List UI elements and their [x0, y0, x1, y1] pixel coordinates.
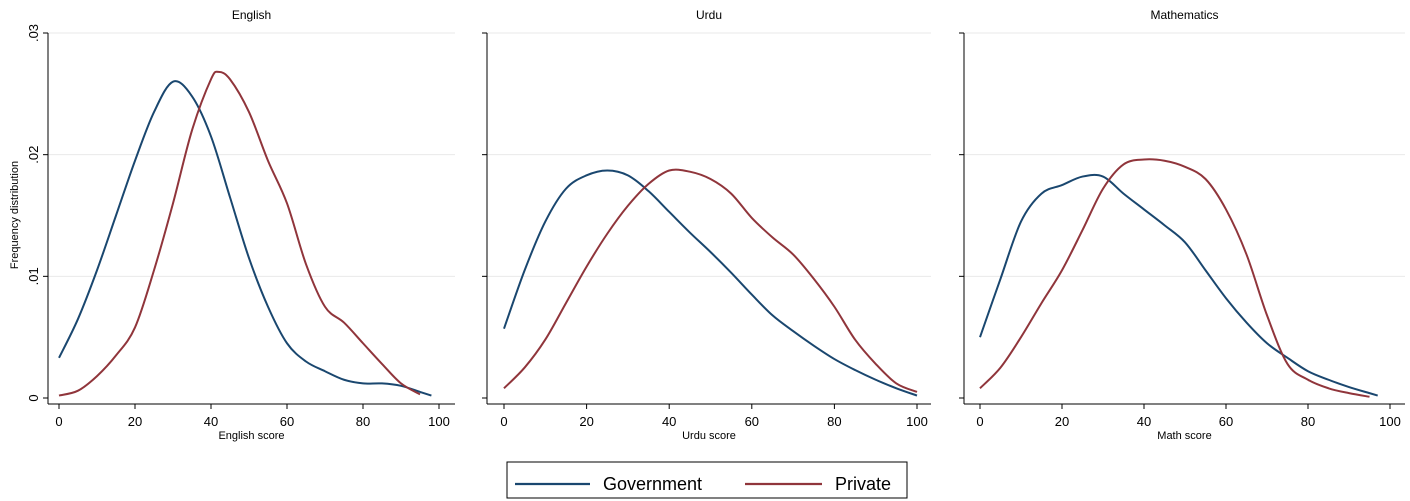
panel-mathematics-xtick-label: 80 [1301, 414, 1315, 429]
panel-english-series-private [58, 70, 421, 397]
panel-urdu-series-private [503, 168, 918, 393]
panel-english-curves [58, 70, 432, 397]
ytick-label: .02 [26, 146, 41, 164]
panel-mathematics-series-government [979, 173, 1378, 397]
panel-mathematics-xtick-label: 40 [1137, 414, 1151, 429]
panel-mathematics-xlabel: Math score [1157, 430, 1211, 442]
legend-label-government: Government [603, 474, 702, 494]
legend: Government Private [506, 461, 908, 499]
panel-mathematics-axes: 0 20 40 60 80 100 [959, 32, 1405, 429]
ytick-label: 0 [26, 394, 41, 401]
panel-mathematics-xtick-label: 60 [1219, 414, 1233, 429]
panel-english-xtick-label: 0 [55, 414, 62, 429]
panel-urdu-xtick-label: 0 [500, 414, 507, 429]
ytick-label: .03 [26, 24, 41, 42]
panel-english-xlabel: English score [218, 430, 284, 442]
y-axis-label: Frequency distribution [9, 161, 21, 269]
panel-urdu-grid [487, 32, 931, 277]
ytick-label: .01 [26, 267, 41, 285]
panel-urdu-xtick-label: 80 [827, 414, 841, 429]
panel-urdu-title: Urdu [696, 8, 722, 22]
panel-urdu-axes: 0 20 40 60 80 100 [482, 32, 931, 429]
panel-mathematics-series-private [979, 158, 1370, 398]
panel-mathematics-xtick-label: 100 [1379, 414, 1401, 429]
panel-english-xtick-label: 80 [356, 414, 370, 429]
panel-urdu-series-government [503, 169, 918, 397]
panel-mathematics-grid [964, 32, 1405, 277]
panel-english: 0 .01 .02 .03 0 20 40 60 80 100 English English s… [26, 8, 455, 442]
panel-urdu-xlabel: Urdu score [682, 430, 736, 442]
panel-mathematics-curves [979, 158, 1378, 398]
panel-urdu-xtick-label: 40 [662, 414, 676, 429]
panel-english-xtick-label: 60 [280, 414, 294, 429]
panel-urdu-xtick-label: 100 [906, 414, 928, 429]
panel-urdu: 0 20 40 60 80 100 Urdu Urdu score [482, 8, 931, 442]
panel-urdu-xtick-label: 60 [745, 414, 759, 429]
panel-mathematics: 0 20 40 60 80 100 Mathematics Math score [959, 8, 1405, 442]
panel-english-grid [48, 32, 455, 277]
panel-english-xtick-label: 40 [204, 414, 218, 429]
panel-english-axes: 0 .01 .02 .03 0 20 40 60 80 100 [26, 24, 455, 429]
panel-english-series-government [58, 80, 432, 397]
panel-mathematics-xtick-label: 20 [1055, 414, 1069, 429]
legend-label-private: Private [835, 474, 891, 494]
panel-mathematics-xtick-label: 0 [976, 414, 983, 429]
panel-mathematics-title: Mathematics [1150, 8, 1218, 22]
panel-english-title: English [232, 8, 271, 22]
panel-urdu-xtick-label: 20 [579, 414, 593, 429]
panel-english-xtick-label: 100 [428, 414, 450, 429]
panel-english-xtick-label: 20 [128, 414, 142, 429]
panel-urdu-curves [503, 168, 918, 397]
legend-box [506, 461, 908, 499]
